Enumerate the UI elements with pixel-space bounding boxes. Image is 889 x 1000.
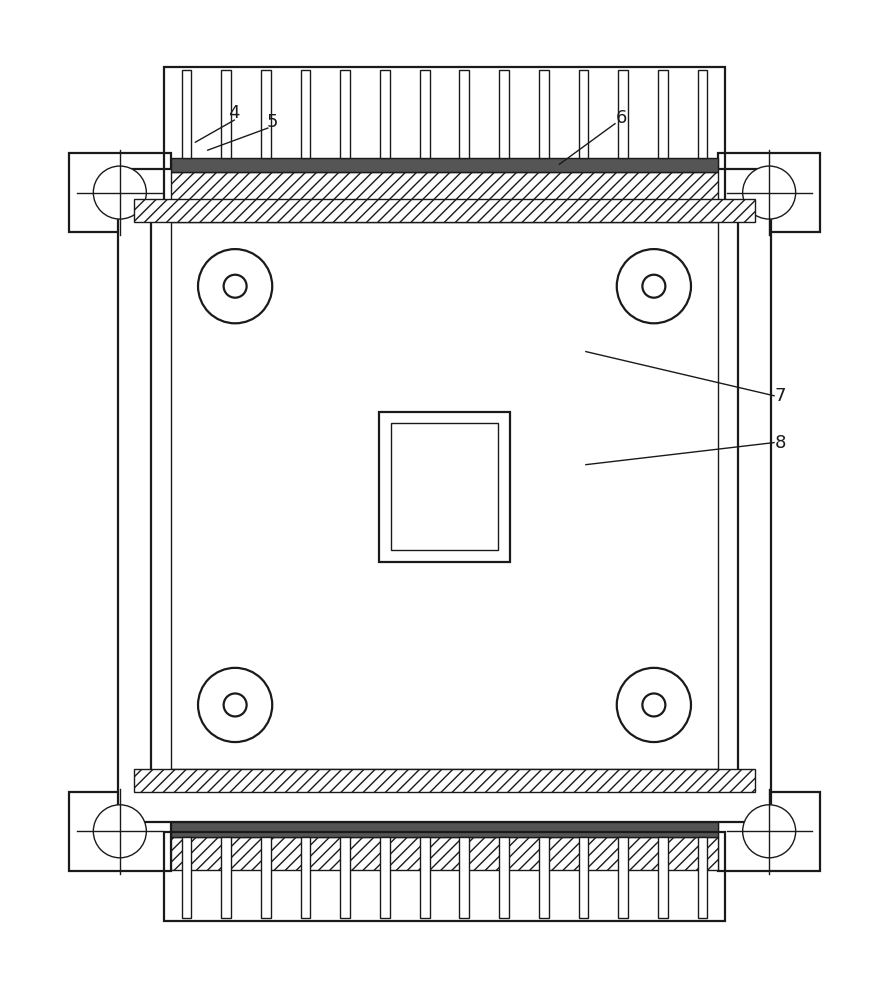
Circle shape <box>198 249 272 323</box>
Bar <box>718 792 820 871</box>
Bar <box>539 70 549 158</box>
Bar <box>658 70 668 158</box>
Bar <box>151 202 738 789</box>
Circle shape <box>617 249 691 323</box>
Bar <box>340 70 350 158</box>
Circle shape <box>643 275 665 298</box>
Text: 4: 4 <box>228 104 240 122</box>
Bar <box>171 822 718 837</box>
Circle shape <box>93 166 147 219</box>
Bar <box>379 412 510 562</box>
Bar <box>171 158 718 172</box>
Text: 6: 6 <box>615 109 627 127</box>
Bar <box>133 769 756 792</box>
Bar <box>579 837 589 918</box>
Bar <box>698 837 708 918</box>
Bar <box>460 70 469 158</box>
Circle shape <box>224 693 246 716</box>
Bar <box>221 70 231 158</box>
Bar <box>420 837 429 918</box>
Bar <box>300 70 310 158</box>
Bar <box>133 199 756 222</box>
Bar <box>221 837 231 918</box>
Bar <box>618 70 628 158</box>
Bar <box>171 172 718 206</box>
Bar <box>380 70 390 158</box>
Bar <box>69 153 171 232</box>
Circle shape <box>224 275 246 298</box>
Bar <box>171 222 718 769</box>
Circle shape <box>617 668 691 742</box>
Bar <box>164 67 725 210</box>
Bar <box>171 837 718 870</box>
Circle shape <box>643 693 665 716</box>
Bar <box>261 70 271 158</box>
Bar <box>499 837 509 918</box>
Bar <box>261 837 271 918</box>
Bar <box>420 70 429 158</box>
Bar <box>499 70 509 158</box>
Bar <box>380 837 390 918</box>
Circle shape <box>742 805 796 858</box>
Circle shape <box>198 668 272 742</box>
Bar <box>658 837 668 918</box>
Circle shape <box>93 805 147 858</box>
Bar <box>181 70 191 158</box>
Bar <box>164 832 725 921</box>
Bar <box>698 70 708 158</box>
Text: 5: 5 <box>267 113 278 131</box>
Circle shape <box>742 166 796 219</box>
Bar <box>579 70 589 158</box>
Bar <box>340 837 350 918</box>
Bar <box>539 837 549 918</box>
Bar <box>390 423 499 550</box>
Bar <box>69 792 171 871</box>
Bar <box>300 837 310 918</box>
Bar <box>117 169 772 822</box>
Bar <box>460 837 469 918</box>
Text: 8: 8 <box>774 434 786 452</box>
Text: 7: 7 <box>774 387 786 405</box>
Bar <box>618 837 628 918</box>
Bar <box>181 837 191 918</box>
Bar <box>718 153 820 232</box>
